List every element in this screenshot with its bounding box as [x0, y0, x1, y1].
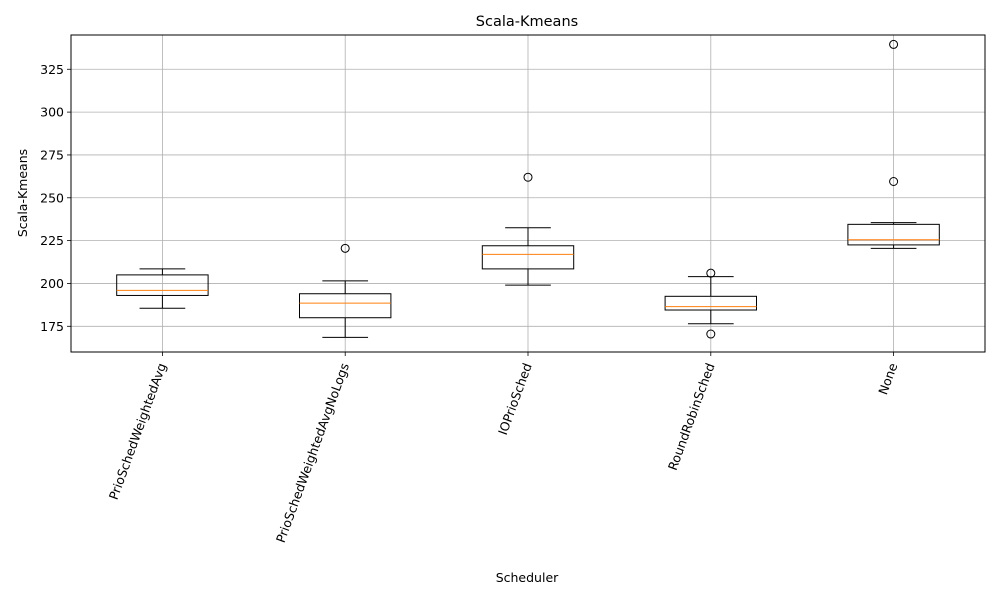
y-tick-label: 175	[40, 319, 64, 334]
outlier-point	[889, 177, 899, 187]
outlier-point	[889, 39, 899, 49]
outlier-point	[706, 268, 716, 278]
y-tick-label: 225	[40, 233, 64, 248]
axis-ticks: 175 200 225 250 275 300 325 PrioSchedWeightedAv…	[40, 62, 900, 545]
y-axis-label: Scala-Kmeans	[15, 149, 30, 237]
x-tick-label: PrioSchedWeightedAvgNoLogs	[273, 361, 352, 545]
iqr-box	[299, 293, 392, 319]
y-tick-label: 275	[40, 147, 64, 162]
chart-title: Scala-Kmeans	[476, 14, 578, 30]
box-group	[116, 268, 209, 309]
x-tick-label: None	[875, 361, 900, 397]
outlier-point	[706, 329, 716, 339]
x-tick-label: IOPrioSched	[495, 361, 535, 437]
iqr-box	[481, 245, 575, 270]
x-tick-label: RoundRobinSched	[665, 361, 718, 472]
box-group	[299, 243, 392, 338]
box-group	[664, 268, 757, 339]
boxes	[116, 39, 940, 339]
y-tick-label: 300	[40, 105, 64, 120]
iqr-box	[664, 295, 757, 311]
x-axis-label: Scheduler	[496, 570, 559, 585]
x-tick-label: PrioSchedWeightedAvg	[106, 361, 169, 502]
y-tick-label: 250	[40, 190, 64, 205]
grid	[71, 35, 985, 352]
box-group	[481, 172, 575, 286]
y-tick-label: 200	[40, 276, 64, 291]
outlier-point	[523, 172, 533, 182]
iqr-box	[847, 223, 940, 246]
box-group	[847, 39, 940, 249]
iqr-box	[116, 274, 209, 296]
outlier-point	[340, 243, 350, 253]
y-tick-label: 325	[40, 62, 64, 77]
